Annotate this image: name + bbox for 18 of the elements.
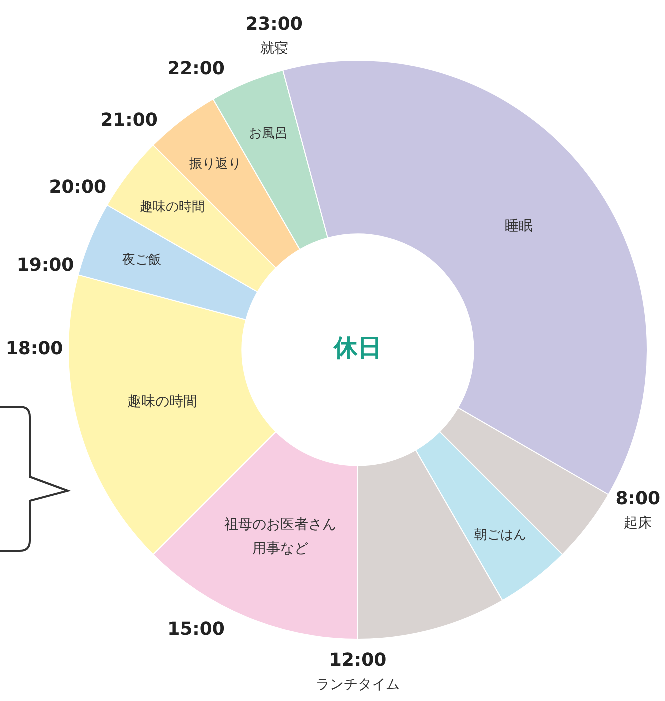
slice-label: 趣味の時間 [127, 394, 198, 410]
text: 8:00 起床 [616, 488, 661, 532]
slice-label: 趣味の時間 [140, 200, 205, 215]
text: 21:00 [100, 110, 158, 131]
slice-label: 朝ごはん [474, 528, 526, 543]
text: 22:00 [168, 58, 225, 80]
text: 休日 [333, 334, 382, 362]
slice-label: 振り返り [190, 156, 242, 172]
slice-label: お風呂 [248, 126, 288, 142]
text: 19:00 [16, 254, 74, 276]
text: 15:00 [168, 618, 225, 640]
text: 12:00 ランチタイム [316, 650, 400, 694]
text: 20:00 [49, 176, 106, 198]
slice-label: 睡眠 [504, 218, 533, 234]
text: 18:00 [6, 338, 64, 360]
text: 23:00 就寝 [246, 14, 303, 58]
slice-label: 夜ご飯 [122, 252, 162, 268]
slice-label: 祖母のお医者さん用事など [224, 516, 336, 557]
